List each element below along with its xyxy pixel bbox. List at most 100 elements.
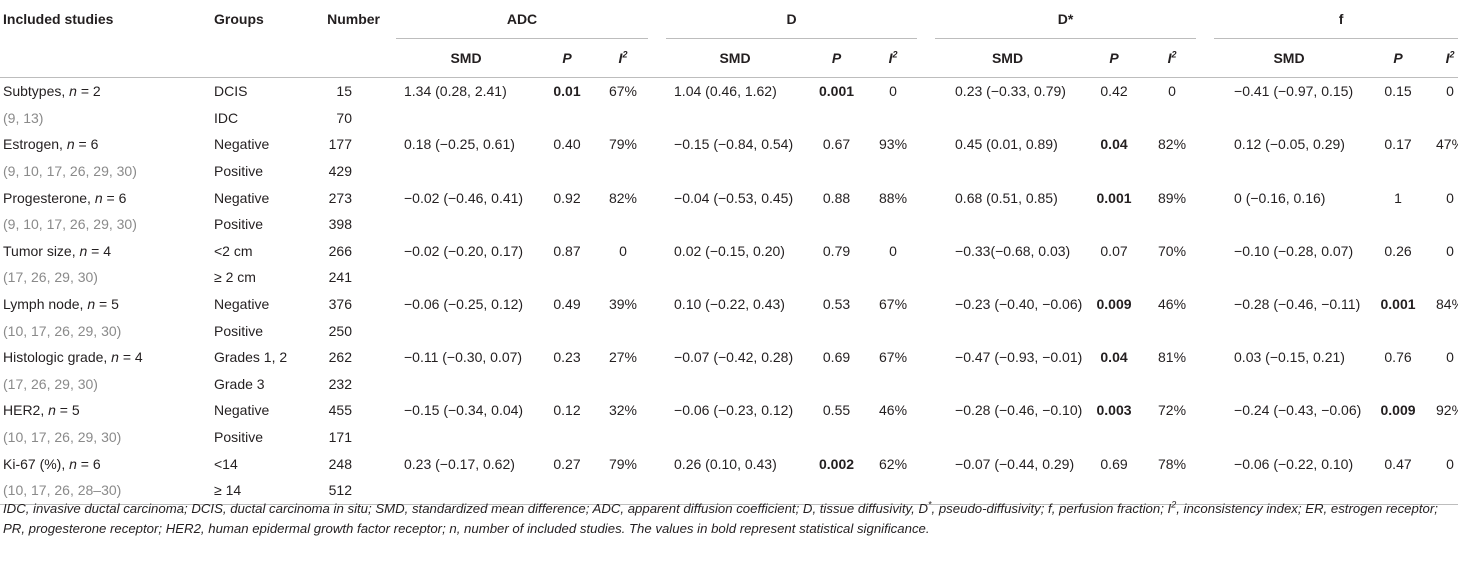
subheader-i2-f: I2 (1432, 38, 1458, 78)
cell-dstar-smd: −0.28 (−0.46, −0.10) (955, 402, 1083, 419)
header-groups: Groups (214, 11, 264, 28)
cell-f-smd: −0.24 (−0.43, −0.06) (1234, 402, 1362, 419)
cell-f-i2: 84% (1436, 296, 1458, 313)
group-number: 177 (328, 136, 352, 153)
cell-d-p: 0.67 (822, 136, 851, 153)
cell-dstar-smd: −0.47 (−0.93, −0.01) (955, 349, 1083, 366)
group-number: 429 (328, 163, 352, 180)
cell-adc-i2: 82% (608, 189, 638, 206)
study-citations: (9, 10, 17, 26, 29, 30) (3, 216, 137, 233)
n-symbol: n (79, 242, 88, 259)
group-label: <14 (214, 455, 238, 472)
header-d: D (666, 0, 918, 39)
footnote-part1: IDC, invasive ductal carcinoma; DCIS, du… (3, 501, 928, 516)
cell-dstar-smd: 0.45 (0.01, 0.89) (955, 136, 1058, 153)
cell-f-i2: 0 (1446, 349, 1454, 366)
cell-d-i2: 46% (879, 402, 908, 419)
cell-dstar-smd: −0.07 (−0.44, 0.29) (955, 455, 1075, 472)
cell-d-smd: 1.04 (0.46, 1.62) (674, 83, 777, 100)
study-citations: (10, 17, 26, 28–30) (0, 476, 210, 505)
n-symbol: n (48, 402, 56, 419)
study-citations: (17, 26, 29, 30) (3, 375, 98, 392)
header-dstar: D* (935, 0, 1197, 39)
cell-dstar-i2: 81% (1158, 349, 1187, 366)
cell-dstar-p: 0.42 (1100, 83, 1128, 100)
study-label: Ki-67 (%), n = 6 (3, 455, 101, 472)
group-number: 273 (328, 189, 352, 206)
cell-d-i2: 0 (889, 242, 897, 259)
study-citations: (9, 13) (3, 109, 44, 126)
cell-f-i2: 0 (1446, 455, 1454, 472)
cell-f-p: 0.17 (1384, 136, 1412, 153)
cell-dstar-i2: 72% (1158, 402, 1187, 419)
cell-adc-i2: 39% (608, 296, 638, 313)
group-label: Negative (214, 296, 270, 313)
cell-f-smd: −0.41 (−0.97, 0.15) (1234, 83, 1354, 100)
group-number: 70 (336, 109, 352, 126)
n-symbol: n (94, 189, 103, 206)
cell-f-i2: 47% (1436, 136, 1458, 153)
cell-d-p: 0.55 (822, 402, 851, 419)
cell-adc-i2: 79% (608, 136, 638, 153)
subheader-i2-adc: I2 (598, 38, 649, 78)
footnote-sup2: 2 (1171, 499, 1177, 510)
n-symbol: n (111, 349, 119, 366)
table-row: Histologic grade, n = 4 Grades 1, 2 262 −0.… (0, 344, 1458, 371)
cell-d-i2: 67% (879, 349, 908, 366)
group-label: Negative (214, 136, 270, 153)
cell-dstar-smd: −0.33(−0.68, 0.03) (955, 242, 1071, 259)
table-row: (17, 26, 29, 30) ≥ 2 cm 241 (0, 264, 1458, 291)
group-number: 376 (328, 296, 352, 313)
cell-dstar-p: 0.69 (1100, 455, 1128, 472)
cell-f-smd: 0 (−0.16, 0.16) (1234, 189, 1326, 206)
cell-f-p: 0.26 (1384, 242, 1412, 259)
cell-d-i2: 62% (879, 455, 908, 472)
group-number: 455 (328, 402, 352, 419)
study-label: Histologic grade, n = 4 (3, 349, 143, 366)
cell-d-i2: 88% (879, 189, 908, 206)
header-row-main: Included studies Groups Number ADC D D* … (0, 0, 1458, 39)
cell-adc-smd: −0.11 (−0.30, 0.07) (404, 349, 523, 366)
subheader-smd-dstar: SMD (935, 38, 1081, 78)
cell-d-smd: −0.04 (−0.53, 0.45) (674, 189, 794, 206)
table-row: Estrogen, n = 6 Negative 177 0.18 (−0.25, 0… (0, 131, 1458, 158)
cell-d-p: 0.88 (822, 189, 851, 206)
group-label: ≥ 2 cm (214, 269, 256, 286)
subheader-i2-d: I2 (869, 38, 918, 78)
cell-f-i2: 92% (1436, 402, 1458, 419)
group-label: <2 cm (214, 242, 253, 259)
subheader-smd-f: SMD (1214, 38, 1365, 78)
cell-adc-i2: 27% (608, 349, 638, 366)
i2-letter: I (618, 50, 623, 66)
table-row: (9, 13) IDC 70 (0, 105, 1458, 132)
table-row: (10, 17, 26, 29, 30) Positive 171 (0, 424, 1458, 451)
group-label: Positive (214, 163, 264, 180)
n-symbol: n (69, 83, 77, 100)
cell-dstar-p: 0.04 (1100, 349, 1128, 366)
table-row: (17, 26, 29, 30) Grade 3 232 (0, 371, 1458, 398)
cell-adc-smd: 0.23 (−0.17, 0.62) (404, 455, 515, 472)
cell-adc-i2: 79% (608, 455, 638, 472)
group-number: 15 (336, 83, 352, 100)
i2-superscript: 2 (1171, 49, 1177, 60)
table-row: Lymph node, n = 5 Negative 376 −0.06 (−0.25… (0, 291, 1458, 318)
group-number: 232 (328, 375, 352, 392)
subheader-i2-dstar: I2 (1148, 38, 1197, 78)
group-label: IDC (214, 109, 239, 126)
cell-f-p: 0.15 (1384, 83, 1412, 100)
cell-f-i2: 0 (1446, 242, 1454, 259)
cell-d-smd: 0.26 (0.10, 0.43) (674, 455, 777, 472)
group-number: 266 (328, 242, 352, 259)
study-label: Tumor size, n = 4 (3, 242, 112, 259)
subheader-p-adc: P (536, 38, 598, 78)
cell-f-p: 0.76 (1384, 349, 1412, 366)
cell-d-i2: 93% (879, 136, 908, 153)
cell-f-p: 1 (1394, 189, 1402, 206)
cell-adc-p: 0.23 (553, 349, 581, 366)
cell-dstar-smd: 0.68 (0.51, 0.85) (955, 189, 1058, 206)
cell-f-i2: 0 (1446, 83, 1454, 100)
header-number: Number (327, 11, 380, 28)
cell-dstar-p: 0.07 (1100, 242, 1128, 259)
cell-adc-smd: −0.06 (−0.25, 0.12) (404, 296, 524, 313)
cell-d-smd: −0.15 (−0.84, 0.54) (674, 136, 794, 153)
